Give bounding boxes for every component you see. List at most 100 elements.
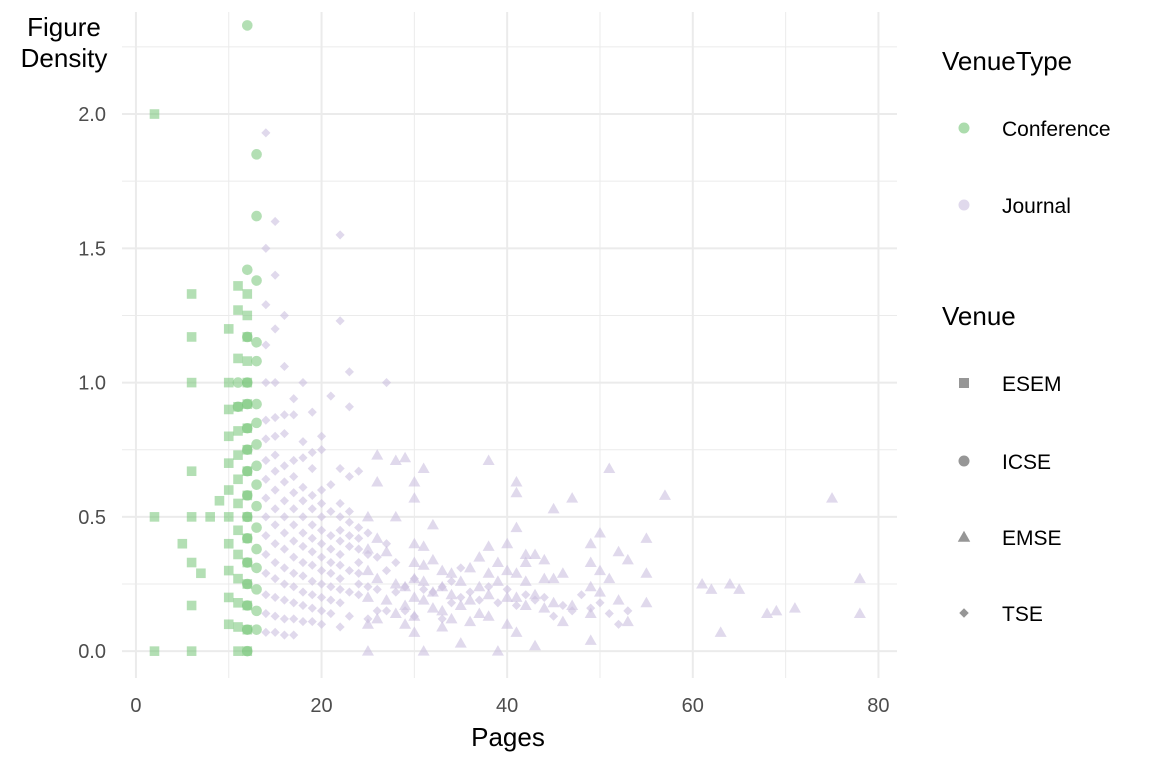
point-esem — [149, 512, 160, 522]
point-tse — [270, 539, 280, 549]
y-axis-ticks: 0.0 0.5 1.0 1.5 2.0 — [78, 104, 106, 663]
point-tse — [298, 453, 308, 463]
point-tse — [502, 584, 512, 594]
y-axis-title-line-2: Density — [21, 43, 108, 73]
y-tick-label: 1.5 — [78, 238, 106, 260]
point-icse — [241, 331, 253, 343]
point-emse — [445, 567, 458, 578]
point-icse — [241, 578, 253, 590]
point-emse — [501, 618, 514, 629]
point-esem — [223, 619, 234, 630]
point-tse — [261, 300, 271, 310]
point-icse — [251, 337, 262, 348]
point-esem — [233, 426, 243, 436]
point-emse — [593, 586, 606, 597]
point-tse — [446, 576, 457, 586]
point-icse — [241, 377, 253, 388]
point-emse — [464, 561, 477, 573]
point-emse — [584, 556, 597, 568]
point-esem — [196, 568, 206, 579]
point-tse — [363, 582, 373, 592]
point-icse — [232, 401, 244, 413]
point-emse — [445, 588, 458, 600]
legend-key-tse — [959, 608, 969, 618]
point-esem — [233, 474, 243, 485]
point-tse — [363, 528, 373, 538]
point-emse — [426, 518, 439, 530]
point-tse — [270, 574, 280, 584]
point-tse — [289, 536, 299, 546]
point-tse — [576, 590, 586, 600]
point-emse — [529, 639, 542, 651]
point-tse — [298, 378, 308, 388]
x-tick-label: 80 — [867, 695, 889, 717]
point-tse — [316, 552, 327, 562]
x-axis-ticks: 0 20 40 60 80 — [130, 695, 889, 717]
point-esem — [233, 305, 243, 315]
point-esem — [233, 281, 243, 291]
point-emse — [510, 486, 523, 498]
point-esem — [223, 324, 234, 334]
y-tick-label: 2.0 — [78, 104, 106, 126]
point-tse — [344, 506, 354, 517]
point-tse — [307, 590, 317, 600]
point-tse — [307, 463, 317, 474]
point-tse — [400, 606, 410, 616]
point-tse — [372, 606, 382, 616]
point-emse — [426, 553, 439, 565]
point-tse — [335, 598, 345, 608]
point-esem — [186, 646, 197, 656]
point-tse — [289, 488, 299, 498]
point-tse — [261, 434, 271, 444]
point-tse — [261, 243, 271, 253]
point-tse — [298, 512, 308, 522]
y-tick-label: 0.5 — [78, 507, 106, 529]
point-tse — [437, 614, 447, 624]
point-emse — [538, 602, 551, 613]
point-tse — [270, 216, 280, 227]
point-tse — [326, 568, 336, 578]
point-tse — [354, 557, 364, 568]
point-emse — [593, 526, 606, 538]
point-esem — [186, 512, 197, 522]
point-tse — [289, 410, 299, 420]
point-tse — [391, 557, 401, 568]
point-emse — [584, 537, 597, 549]
legend-label-icse: ICSE — [1002, 451, 1051, 474]
point-emse — [519, 599, 532, 610]
point-tse — [270, 504, 280, 514]
point-tse — [465, 587, 475, 597]
point-emse — [361, 645, 374, 656]
point-tse — [307, 407, 317, 417]
point-emse — [417, 645, 430, 656]
point-esem — [186, 557, 197, 568]
point-tse — [409, 611, 419, 621]
point-tse — [261, 590, 271, 600]
point-tse — [456, 592, 466, 602]
point-tse — [261, 568, 271, 578]
point-icse — [241, 600, 253, 611]
point-emse — [408, 556, 421, 568]
point-icse — [241, 264, 253, 276]
point-tse — [261, 549, 271, 560]
point-icse — [241, 490, 253, 501]
point-tse — [326, 506, 336, 517]
point-tse — [493, 598, 503, 608]
point-esem — [242, 310, 253, 321]
point-tse — [270, 378, 280, 388]
point-icse — [241, 465, 253, 477]
point-tse — [372, 584, 382, 594]
point-tse — [344, 367, 354, 377]
point-tse — [298, 437, 308, 447]
x-tick-label: 60 — [682, 695, 704, 717]
point-tse — [298, 587, 308, 597]
point-tse — [316, 606, 327, 616]
point-tse — [279, 595, 289, 605]
point-emse — [826, 492, 839, 503]
point-tse — [289, 568, 299, 578]
point-tse — [279, 310, 289, 321]
point-esem — [242, 289, 253, 299]
point-emse — [510, 475, 523, 487]
point-tse — [261, 608, 271, 619]
